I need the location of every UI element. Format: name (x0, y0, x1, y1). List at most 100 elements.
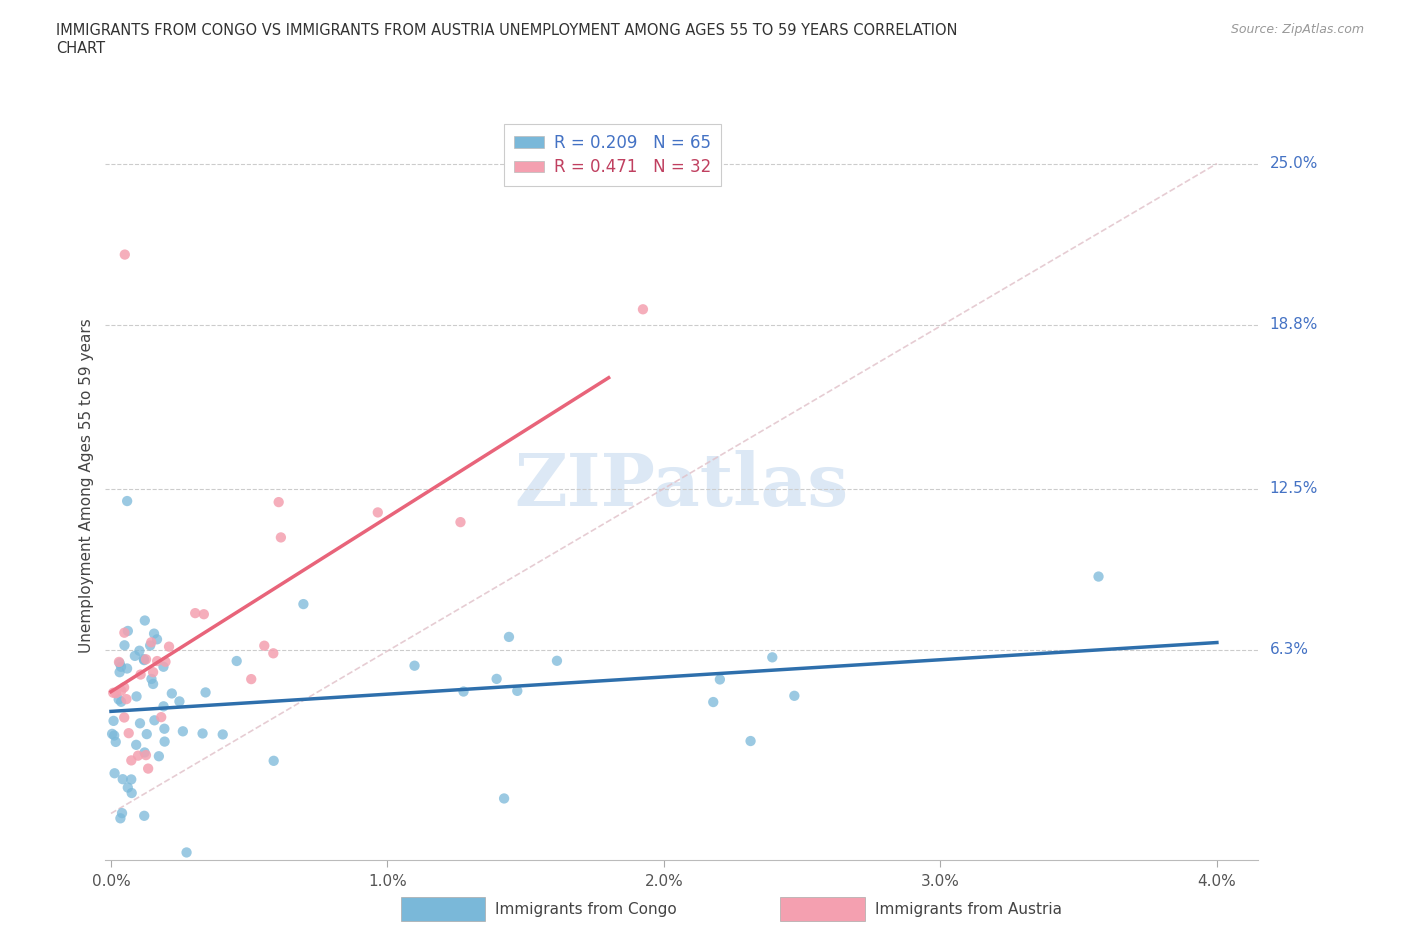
Point (114, 247, 136, 262)
Point (115, 692, 138, 707)
Text: Immigrants from Congo: Immigrants from Congo (495, 902, 676, 917)
Point (152, 698, 174, 713)
Point (132, 653, 155, 668)
Text: ZIPatlas: ZIPatlas (515, 450, 849, 522)
Y-axis label: Unemployment Among Ages 55 to 59 years: Unemployment Among Ages 55 to 59 years (79, 319, 94, 653)
Point (143, 626, 166, 641)
Point (148, 749, 170, 764)
Point (107, 692, 129, 707)
Point (193, 606, 215, 621)
Point (132, 652, 155, 667)
Point (129, 716, 152, 731)
Point (485, 671, 508, 686)
Text: Source: ZipAtlas.com: Source: ZipAtlas.com (1230, 23, 1364, 36)
Text: IMMIGRANTS FROM CONGO VS IMMIGRANTS FROM AUSTRIA UNEMPLOYMENT AMONG AGES 55 TO 5: IMMIGRANTS FROM CONGO VS IMMIGRANTS FROM… (56, 23, 957, 56)
Point (114, 638, 136, 653)
Point (112, 680, 135, 695)
Point (115, 494, 138, 509)
Point (150, 710, 173, 724)
Point (740, 734, 762, 749)
Point (143, 713, 166, 728)
Point (142, 676, 165, 691)
Point (783, 688, 806, 703)
Point (546, 654, 568, 669)
Point (120, 772, 142, 787)
Point (160, 686, 183, 701)
Point (104, 685, 127, 700)
Point (111, 805, 134, 820)
Point (135, 748, 157, 763)
Point (110, 684, 132, 698)
Point (631, 302, 654, 317)
Point (1087, 569, 1109, 584)
Point (702, 695, 724, 710)
Point (263, 753, 285, 768)
Point (108, 665, 131, 680)
Point (404, 658, 426, 673)
Point (108, 656, 131, 671)
Point (129, 667, 152, 682)
Point (124, 648, 146, 663)
Point (111, 772, 134, 787)
Text: 12.5%: 12.5% (1270, 481, 1317, 496)
Point (153, 734, 176, 749)
Point (176, 845, 198, 860)
Text: 25.0%: 25.0% (1270, 156, 1317, 171)
Point (262, 645, 284, 660)
Point (494, 791, 516, 806)
Point (367, 505, 389, 520)
Point (184, 605, 207, 620)
Point (118, 725, 141, 740)
Point (292, 597, 315, 612)
Point (142, 665, 165, 680)
Point (191, 726, 214, 741)
Point (110, 695, 132, 710)
Point (172, 724, 194, 738)
Text: 18.8%: 18.8% (1270, 317, 1317, 332)
Point (152, 659, 174, 674)
Point (112, 711, 135, 725)
Point (155, 655, 177, 670)
Point (157, 639, 180, 654)
Point (253, 638, 276, 653)
Point (450, 514, 472, 529)
Text: Immigrants from Austria: Immigrants from Austria (875, 902, 1062, 917)
Point (270, 530, 292, 545)
Point (139, 638, 162, 653)
Point (240, 671, 263, 686)
Point (134, 613, 156, 628)
Point (125, 689, 148, 704)
Point (146, 631, 169, 646)
Point (115, 661, 138, 676)
Point (128, 644, 150, 658)
Point (103, 728, 125, 743)
Legend: R = 0.209   N = 65, R = 0.471   N = 32: R = 0.209 N = 65, R = 0.471 N = 32 (505, 124, 721, 186)
Point (135, 726, 157, 741)
Point (110, 811, 132, 826)
Point (134, 808, 156, 823)
Point (146, 654, 169, 669)
Text: 6.3%: 6.3% (1270, 643, 1309, 658)
Point (108, 655, 131, 670)
Point (101, 726, 124, 741)
Point (120, 753, 142, 768)
Point (211, 727, 233, 742)
Point (761, 650, 783, 665)
Point (117, 780, 139, 795)
Point (117, 623, 139, 638)
Point (169, 694, 191, 709)
Point (121, 786, 143, 801)
Point (134, 745, 156, 760)
Point (136, 761, 159, 776)
Point (141, 671, 163, 686)
Point (453, 684, 475, 699)
Point (506, 684, 529, 698)
Point (103, 713, 125, 728)
Point (112, 625, 135, 640)
Point (110, 659, 132, 674)
Point (125, 737, 148, 752)
Point (225, 654, 247, 669)
Point (104, 735, 127, 750)
Point (103, 765, 125, 780)
Point (103, 685, 125, 700)
